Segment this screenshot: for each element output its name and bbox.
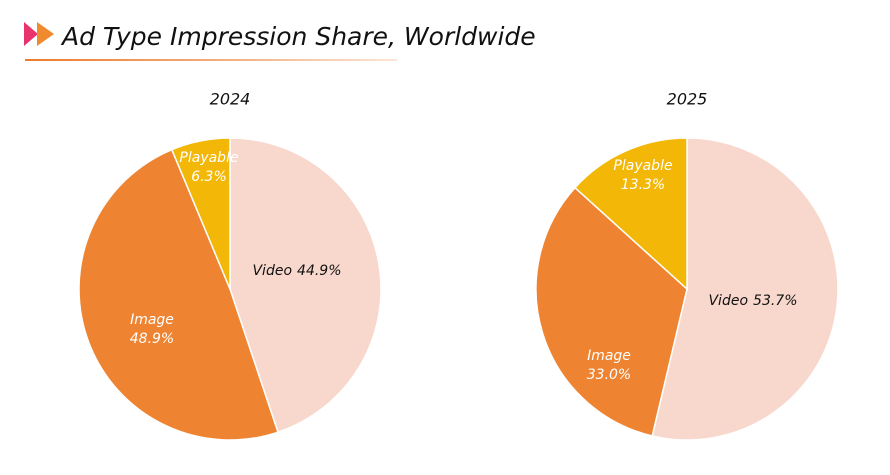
slice-label: Image 33.0% <box>587 348 631 383</box>
slice-value-label: 13.3% <box>621 177 665 193</box>
slice-category: Video <box>708 293 748 309</box>
chart-title: 2025 <box>667 90 708 109</box>
slice-label: Playable 13.3% <box>613 158 672 193</box>
slice-label: Playable 6.3% <box>179 150 238 185</box>
slice-label: Video 44.9% <box>252 263 341 279</box>
slice-label: Image 48.9% <box>130 312 174 347</box>
slice-value-label: 6.3% <box>191 169 227 185</box>
chart-title: 2024 <box>210 90 251 109</box>
pie-slice <box>78 148 279 441</box>
slice-value-label: 44.9% <box>297 263 341 279</box>
pie-slice <box>651 137 839 441</box>
pie-slice <box>229 137 382 434</box>
slice-category: Image <box>130 312 174 328</box>
pie-chart: 2025 Video 53.7% Image 33.0% Playable 13.3% <box>535 90 839 441</box>
slice-value-label: 33.0% <box>587 367 631 383</box>
slice-label: Video 53.7% <box>708 293 797 309</box>
slice-category: Playable <box>613 158 672 174</box>
pie-slice <box>535 186 688 437</box>
slice-category: Image <box>587 348 631 364</box>
slice-value-label: 53.7% <box>753 293 797 309</box>
slice-category: Playable <box>179 150 238 166</box>
pie-slice <box>573 137 688 291</box>
title-underline <box>25 59 397 61</box>
slice-value-label: 48.9% <box>130 331 174 347</box>
logo-icon <box>24 22 54 46</box>
pie-chart: 2024 Video 44.9% Image 48.9% Playable 6.3% <box>78 90 382 441</box>
page-title: Ad Type Impression Share, Worldwide <box>60 22 536 51</box>
pie-slice <box>170 137 231 290</box>
slice-category: Video <box>252 263 292 279</box>
